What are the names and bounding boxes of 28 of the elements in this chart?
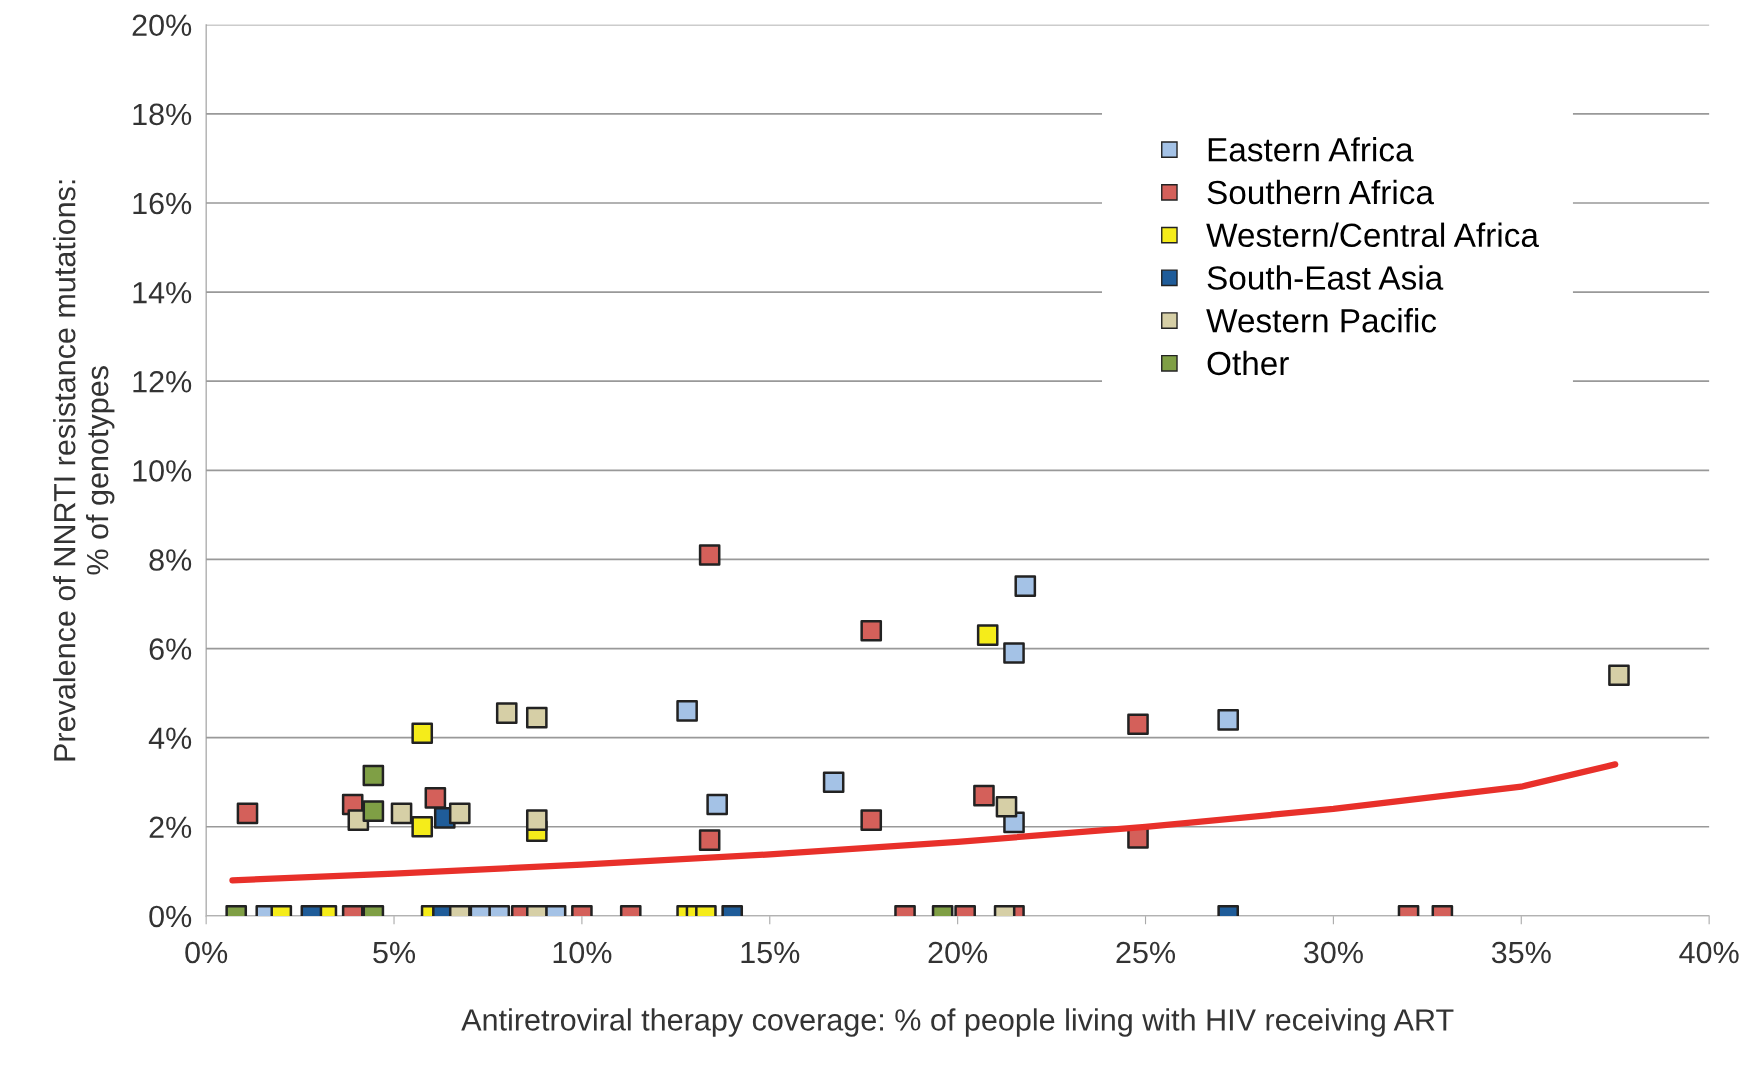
x-tick-label: 35% (1491, 941, 1551, 964)
x-tick-label: 30% (1303, 941, 1363, 964)
x-tick-label: 20% (928, 941, 988, 964)
y-tick-label: 14% (133, 281, 192, 304)
y-tick-label: 4% (148, 727, 192, 749)
x-tick-label: 25% (1116, 941, 1176, 964)
y-tick-label: 16% (133, 192, 192, 215)
y-tick-label: 0% (149, 905, 192, 928)
x-tick-label: 5% (373, 941, 416, 964)
y-tick-label: 18% (133, 103, 192, 126)
y-tick-label: 20% (132, 14, 192, 37)
y-tick-label: 12% (133, 370, 192, 393)
y-axis-title: Prevalence of NNRTI resistance mutations: % of genotypes (53, 180, 115, 761)
y-tick-label: 10% (133, 460, 192, 482)
legend-label: Eastern Africa (1208, 137, 1414, 162)
x-axis-title: Antiretroviral therapy coverage: % of people living with HIV receiving ART (461, 1008, 1454, 1037)
legend-label: Southern Africa (1207, 179, 1434, 205)
legend-label: Other (1207, 350, 1289, 376)
legend-label: South-East Asia (1207, 265, 1444, 290)
x-tick-label: 0% (185, 941, 228, 964)
y-tick-label: 2% (149, 816, 192, 839)
x-tick-label: 15% (741, 941, 800, 964)
legend-label: Western Pacific (1206, 308, 1437, 333)
x-tick-label: 40% (1679, 941, 1739, 964)
y-tick-label: 6% (149, 638, 192, 660)
legend-label: Western/Central Africa (1206, 222, 1539, 248)
x-tick-label: 10% (553, 941, 612, 964)
y-tick-label: 8% (149, 549, 192, 571)
